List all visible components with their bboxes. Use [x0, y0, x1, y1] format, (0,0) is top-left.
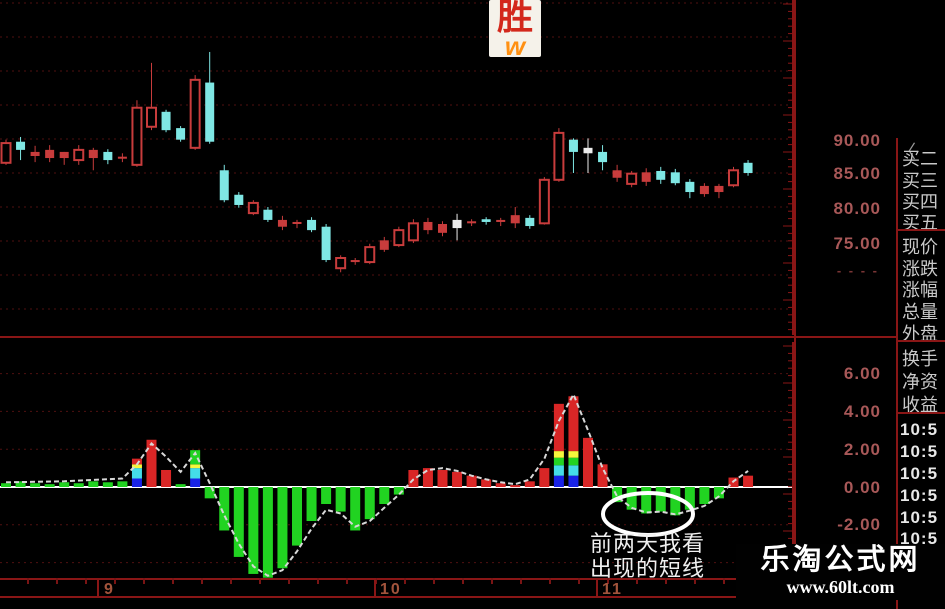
- main-candlestick-chart[interactable]: [0, 0, 795, 335]
- annotation-line-2: 出现的短线: [590, 556, 706, 581]
- quote-row-bid: 买二: [902, 149, 938, 169]
- quote-row-bid: 买三: [902, 171, 938, 191]
- month-tick: [97, 578, 99, 597]
- bottom-axis-line-bottom: [0, 596, 897, 598]
- watermark: 乐淘公式网 www.60lt.com: [736, 544, 945, 600]
- quote-row-info: 涨幅: [902, 280, 938, 300]
- price-tick-label: 80.00: [833, 199, 881, 218]
- panel-separator: [897, 412, 945, 414]
- quote-row-bid: 买四: [902, 192, 938, 212]
- indicator-tick-label: 4.00: [843, 402, 881, 421]
- chart-right-border: [794, 0, 796, 578]
- price-tick-label: 75.00: [833, 234, 881, 253]
- quote-row-bid: 买五: [902, 213, 938, 233]
- annotation-text: 前两天我看 出现的短线: [590, 531, 705, 581]
- month-tick: [374, 578, 376, 597]
- highlight-ellipse: [601, 491, 695, 537]
- quote-row-info: 收益: [902, 395, 938, 415]
- indicator-histogram-chart[interactable]: [0, 342, 795, 578]
- panel-left-border: [896, 138, 898, 609]
- logo-badge: 胜 w: [489, 0, 541, 57]
- price-tick-label: 90.00: [833, 131, 881, 150]
- watermark-url: www.60lt.com: [786, 577, 895, 597]
- logo-sub-character: w: [504, 31, 526, 57]
- quote-row-info: 现价: [902, 237, 938, 257]
- watermark-title: 乐淘公式网: [760, 544, 921, 576]
- indicator-tick-label: 0.00: [843, 478, 881, 497]
- panel-prefix-glyph: 〈: [898, 142, 916, 162]
- annotation-line-1: 前两天我看: [590, 531, 706, 556]
- price-empty-dashes: - - - -: [836, 263, 879, 278]
- indicator-tick-label: 2.00: [843, 440, 881, 459]
- chart-divider-line: [0, 336, 897, 338]
- month-label: 11: [602, 581, 623, 598]
- timestamp-row: 10:5: [900, 529, 939, 548]
- quote-row-info: 外盘: [902, 324, 938, 344]
- indicator-tick-label: 6.00: [843, 364, 881, 383]
- timestamp-row: 10:5: [900, 442, 939, 461]
- timestamp-row: 10:5: [900, 508, 939, 527]
- timestamp-row: 10:5: [900, 486, 939, 505]
- logo-character: 胜: [496, 0, 533, 37]
- indicator-tick-label: -2.00: [837, 515, 881, 534]
- quote-row-info: 换手: [902, 349, 938, 369]
- quote-row-info: 总量: [902, 302, 938, 322]
- panel-separator: [897, 340, 945, 342]
- quote-row-info: 净资: [902, 372, 938, 392]
- panel-separator: [897, 229, 945, 231]
- month-label: 10: [380, 581, 402, 598]
- quote-row-info: 涨跌: [902, 259, 938, 279]
- timestamp-row: 10:5: [900, 464, 939, 483]
- month-label: 9: [104, 581, 115, 598]
- timestamp-row: 10:5: [900, 420, 939, 439]
- price-tick-label: 85.00: [833, 164, 881, 183]
- bottom-axis-ticks: [0, 578, 897, 584]
- month-tick: [596, 578, 598, 597]
